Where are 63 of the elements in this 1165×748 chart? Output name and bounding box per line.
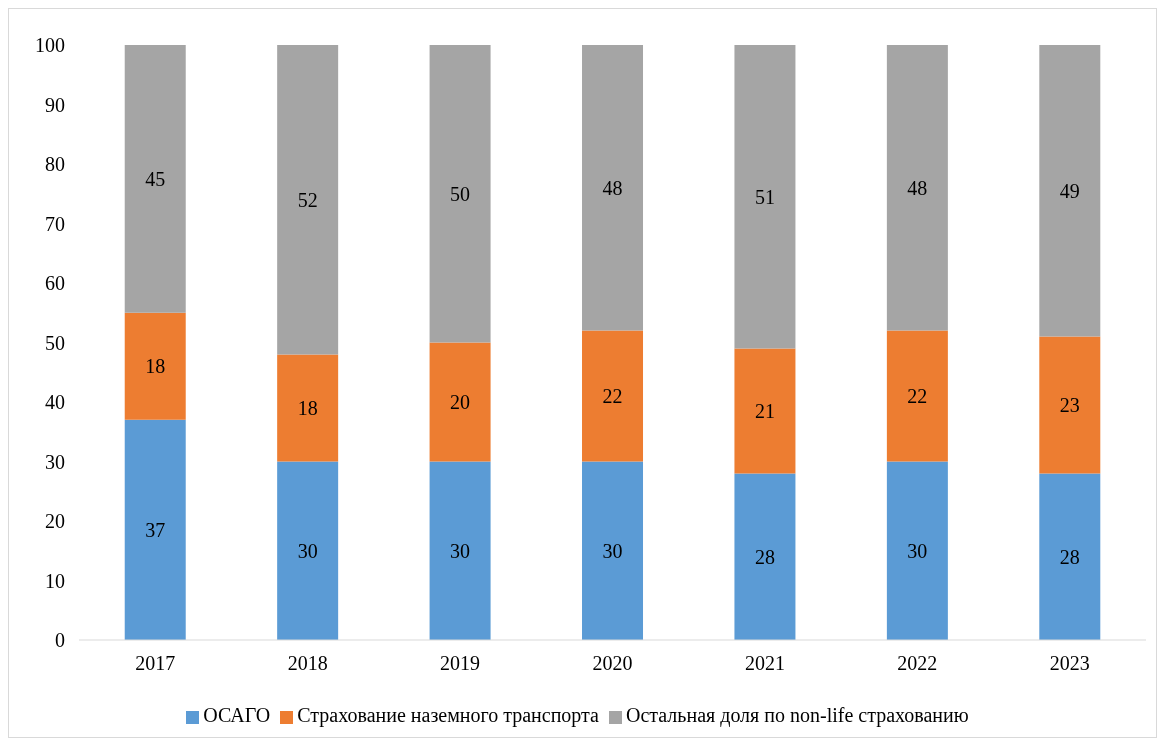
data-label: 30 <box>907 539 928 562</box>
bar <box>734 473 796 640</box>
bar <box>429 45 491 343</box>
bar <box>734 45 796 349</box>
x-tick-label: 2017 <box>135 652 176 675</box>
data-label: 30 <box>450 539 471 562</box>
data-label: 50 <box>450 182 471 205</box>
bar <box>886 461 948 640</box>
data-label: 18 <box>145 355 166 378</box>
data-label: 23 <box>1059 394 1080 417</box>
data-label: 20 <box>450 391 471 414</box>
bar <box>124 45 186 313</box>
bar <box>582 461 644 640</box>
bar <box>277 461 339 640</box>
data-label: 28 <box>1059 545 1080 568</box>
bar <box>886 330 948 462</box>
y-tick-label: 80 <box>45 153 65 176</box>
data-label: 30 <box>602 539 623 562</box>
x-tick-label: 2018 <box>287 652 328 675</box>
x-tick-label: 2020 <box>592 652 633 675</box>
data-label: 48 <box>907 176 928 199</box>
y-tick-label: 20 <box>45 510 65 533</box>
x-tick-label: 2021 <box>744 652 785 675</box>
data-label: 28 <box>754 545 775 568</box>
bar <box>429 461 491 640</box>
y-tick-label: 100 <box>35 34 65 57</box>
bar <box>277 45 339 355</box>
y-tick-label: 40 <box>45 391 65 414</box>
bar <box>124 312 186 420</box>
data-label: 45 <box>145 167 166 190</box>
bar <box>582 330 644 462</box>
y-tick-label: 30 <box>45 450 65 473</box>
x-tick-label: 2022 <box>897 652 938 675</box>
data-label: 30 <box>297 539 318 562</box>
data-label: 49 <box>1059 179 1080 202</box>
data-label: 37 <box>145 519 166 542</box>
bar <box>1039 473 1101 640</box>
legend-label: ОСАГО <box>203 704 271 726</box>
y-tick-label: 50 <box>45 331 65 354</box>
legend-label: Остальная доля по non-life страхованию <box>625 704 969 726</box>
data-label: 18 <box>297 397 318 420</box>
y-tick-label: 0 <box>55 629 65 652</box>
data-label: 52 <box>297 188 318 211</box>
data-label: 22 <box>602 385 623 408</box>
bar <box>1039 336 1101 474</box>
data-label: 48 <box>602 176 623 199</box>
bar <box>277 354 339 462</box>
y-tick-label: 70 <box>45 212 65 235</box>
bar <box>582 45 644 331</box>
data-label: 51 <box>754 185 775 208</box>
bar <box>124 419 186 640</box>
y-tick-label: 60 <box>45 272 65 295</box>
y-tick-label: 90 <box>45 93 65 116</box>
y-tick-label: 10 <box>45 569 65 592</box>
legend-label: Страхование наземного транспорта <box>297 704 599 726</box>
bar <box>1039 45 1101 337</box>
x-tick-label: 2019 <box>440 652 481 675</box>
x-tick-label: 2023 <box>1049 652 1090 675</box>
data-label: 22 <box>907 385 928 408</box>
data-label: 21 <box>754 400 775 423</box>
bar <box>734 348 796 474</box>
bar <box>429 342 491 462</box>
bar <box>886 45 948 331</box>
